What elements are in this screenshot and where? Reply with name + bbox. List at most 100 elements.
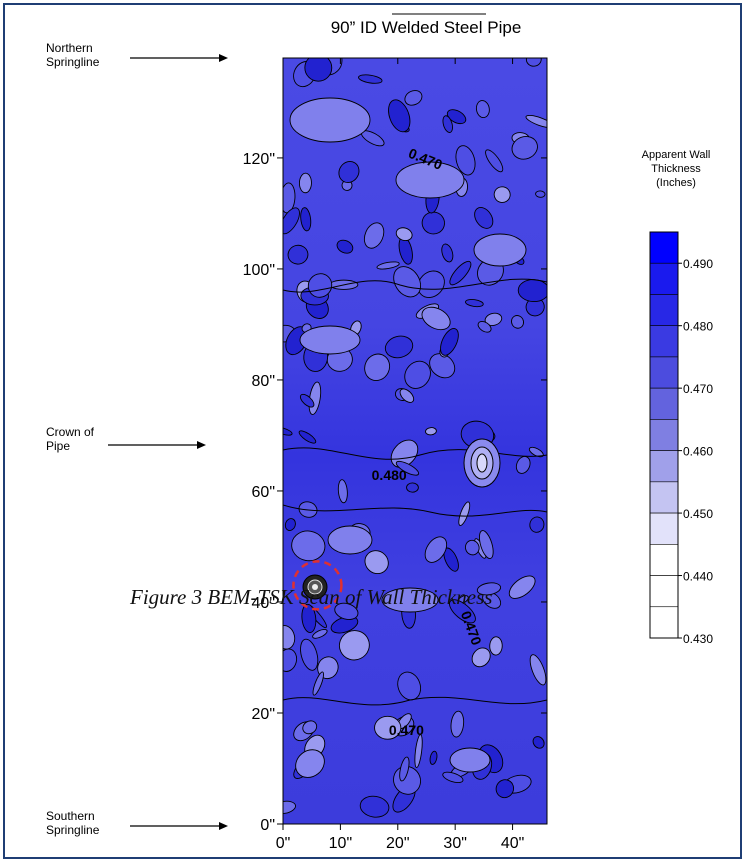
contour-blob (395, 227, 413, 242)
contour-blob (475, 100, 490, 119)
colorbar-swatch (649, 512, 679, 545)
contour-blob (334, 602, 359, 620)
contour-blob (424, 536, 448, 563)
contour-blob (338, 630, 370, 661)
contour-blob (304, 58, 333, 82)
x-tick-label: 20" (386, 835, 409, 852)
contour-map (283, 58, 547, 824)
right-ticks (541, 157, 547, 824)
contour-blob (495, 779, 515, 799)
contour-blob (384, 335, 414, 359)
contour-blob (489, 636, 503, 656)
colorbar-swatch (649, 544, 679, 576)
colorbar-swatch (649, 387, 679, 420)
annotation-crown-line1: Crown of (46, 425, 95, 439)
contour-blob (449, 599, 476, 624)
contour-blob (414, 734, 423, 768)
colorbar-tick-label: 0.440 (683, 570, 713, 584)
contour-blob (406, 482, 419, 493)
contour-blob (529, 516, 545, 533)
contour-blob (464, 539, 480, 556)
colorbar-swatch (649, 262, 679, 295)
contour-blob (465, 299, 484, 308)
contour-blob (301, 603, 317, 633)
contour-blob (337, 479, 348, 504)
contour-blob (399, 388, 415, 403)
contour-blob (421, 306, 451, 331)
contour-blob (532, 736, 545, 749)
colorbar: Apparent Wall Thickness (Inches) 0.4900.… (642, 149, 714, 646)
contour-blob (440, 328, 459, 356)
colorbar-title-line2: Thickness (651, 163, 701, 175)
contour-blob (471, 647, 491, 668)
x-axis: 0" 10" 20" 30" 40" (276, 824, 524, 852)
contour-blob (417, 270, 445, 298)
y-tick-label: 80" (252, 373, 275, 390)
colorbar-swatch (649, 419, 679, 451)
contour-blob (442, 771, 464, 784)
contour-blob (358, 74, 383, 84)
annotation-southern-line1: Southern (46, 809, 95, 823)
contour-blob (312, 671, 324, 696)
contour-line (283, 278, 547, 293)
contour-blob (421, 211, 445, 235)
contour-line (283, 696, 547, 706)
annotation-southern-line2: Springline (46, 823, 100, 837)
colorbar-swatch (649, 606, 679, 639)
contour-blob (429, 750, 438, 765)
contour-blob (295, 749, 325, 778)
contour-blob (477, 321, 492, 333)
contour-blob (511, 315, 525, 329)
contour-blob (283, 800, 297, 815)
contour-blob (449, 747, 491, 773)
colorbar-title-line3: (Inches) (656, 177, 696, 189)
y-axis: 0" 20" 40" 60" 80" 100" 120" (243, 151, 283, 834)
contour-blobs (283, 58, 547, 818)
contour-blob (364, 550, 389, 575)
colorbar-tick-label: 0.430 (683, 632, 713, 646)
anomaly-target (302, 574, 328, 600)
contour-blob (404, 90, 423, 106)
contour-blob (381, 587, 439, 613)
map-border (282, 57, 548, 825)
y-tick-label: 100" (243, 262, 275, 279)
chart-title: 90” ID Welded Steel Pipe (331, 18, 522, 37)
contour-blob (283, 182, 296, 214)
contour-blob (473, 233, 527, 267)
colorbar-tick-label: 0.460 (683, 445, 713, 459)
colorbar-swatch (649, 450, 679, 483)
contour-blob (289, 97, 371, 143)
contour-blob (283, 648, 298, 672)
contour-blob (442, 115, 453, 133)
contour-blob (525, 58, 542, 67)
contour-blob (458, 501, 471, 526)
contour-blob (284, 518, 296, 531)
annotation-northern-line1: Northern (46, 41, 93, 55)
figure-frame (3, 3, 742, 859)
contour-blob (425, 427, 437, 436)
x-tick-label: 30" (443, 835, 466, 852)
contour-blob (376, 261, 400, 270)
y-tick-label: 120" (243, 151, 275, 168)
contour-blob (478, 530, 494, 560)
contour-blob (364, 353, 391, 381)
colorbar-tick-label: 0.450 (683, 507, 713, 521)
x-tick-label: 40" (501, 835, 524, 852)
contour-blob (298, 430, 317, 444)
contour-blob (399, 756, 410, 782)
contour-blob (476, 582, 502, 596)
contour-blob (441, 243, 454, 263)
annotation-crown-line2: Pipe (46, 439, 70, 453)
contour-blob (529, 654, 547, 686)
contour-blob (363, 222, 385, 249)
contour-line (283, 447, 547, 460)
annotation-southern: Southern Springline (46, 809, 228, 837)
contour-blob (455, 145, 476, 176)
colorbar-swatch (649, 294, 679, 326)
contour-blob (404, 360, 431, 389)
contour-label: 0.470 (389, 722, 424, 738)
contour-blob (429, 353, 456, 379)
contour-label: 0.480 (372, 467, 407, 483)
contour-blob (508, 575, 536, 599)
anomaly-highlight (292, 560, 343, 611)
